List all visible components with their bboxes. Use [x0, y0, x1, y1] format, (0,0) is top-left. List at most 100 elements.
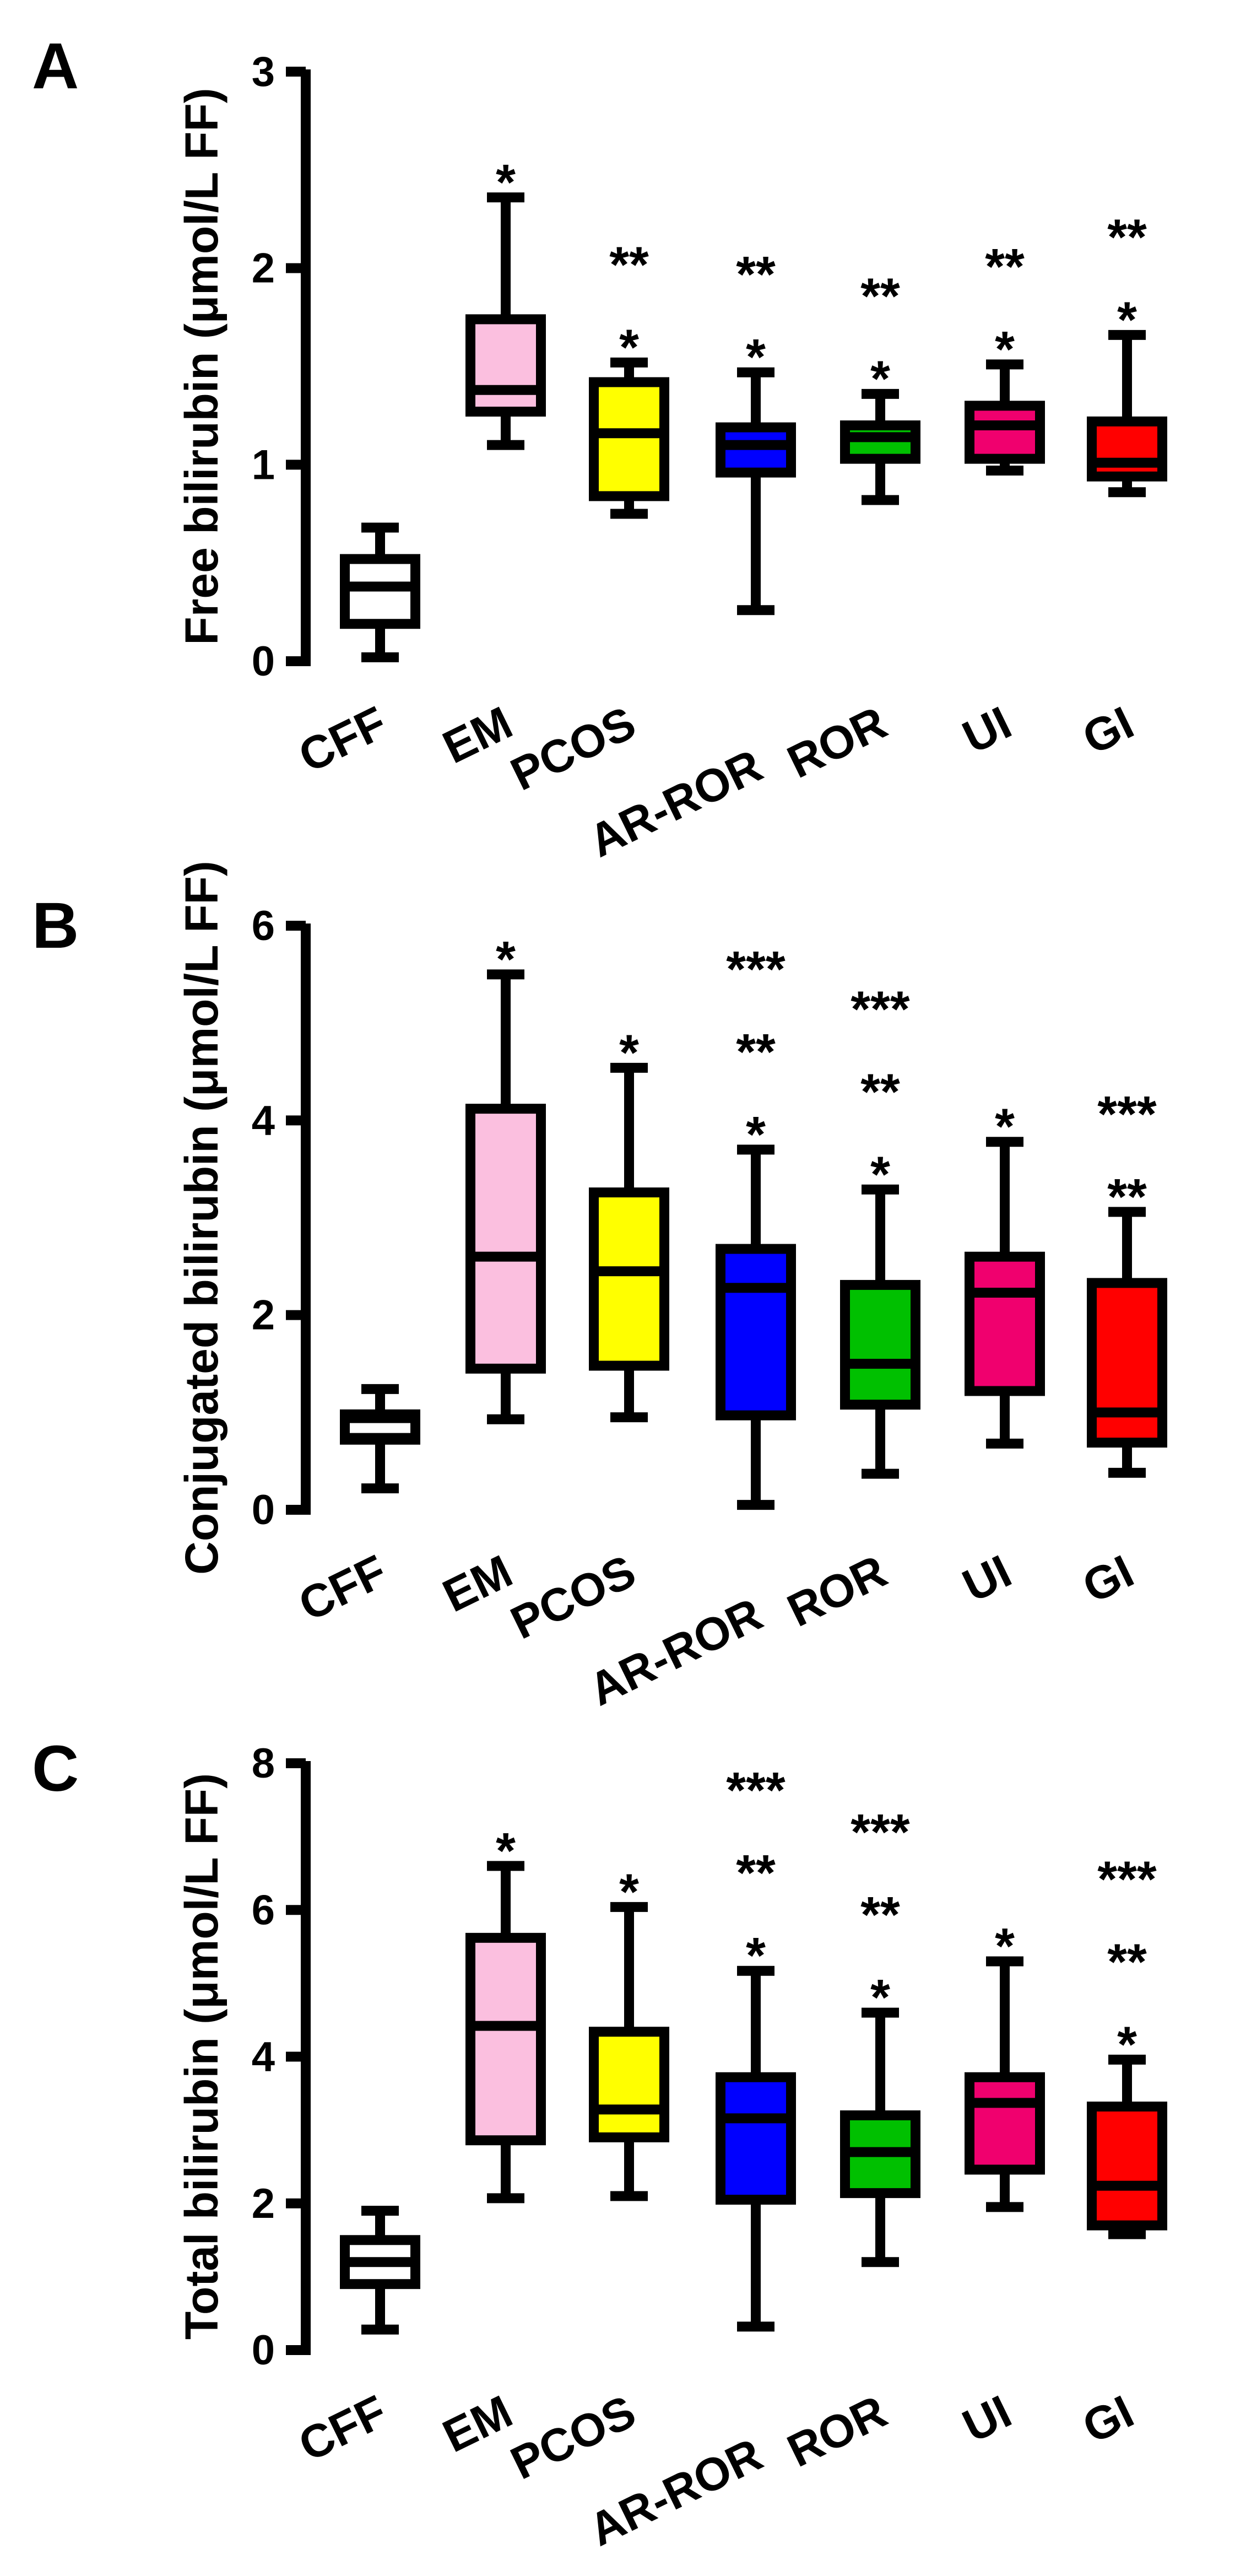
box-iqr	[840, 1279, 920, 1410]
significance-marker: *	[870, 1970, 890, 2026]
x-tick-label: ROR	[779, 696, 895, 788]
y-axis-label: Free bilirubin (μmol/L FF)	[176, 88, 228, 645]
y-tick-label: 0	[252, 2327, 275, 2374]
x-tick-label: PCOS	[503, 1545, 643, 1649]
significance-marker: ***	[1097, 1851, 1157, 1908]
significance-marker: **	[736, 1845, 776, 1902]
y-tick-label: 4	[252, 2034, 275, 2081]
box-iqr	[716, 1244, 796, 1421]
y-tick-label: 3	[252, 48, 275, 95]
significance-marker: **	[736, 247, 776, 303]
significance-marker: ***	[1097, 1086, 1157, 1142]
significance-marker: **	[860, 268, 900, 325]
x-tick-label: CFF	[291, 2385, 394, 2471]
y-tick-label: 8	[252, 1740, 275, 1787]
significance-marker: *	[870, 1147, 890, 1203]
significance-marker: **	[985, 239, 1025, 295]
box-iqr	[589, 1187, 669, 1371]
box-em: *	[465, 931, 546, 1424]
x-tick-label: CFF	[291, 696, 394, 782]
y-tick-label: 6	[252, 903, 275, 949]
x-tick-label: GI	[1075, 696, 1141, 764]
box-em: *	[465, 1823, 546, 2204]
y-axis-label: Conjugated bilirubin (μmol/L FF)	[176, 861, 228, 1575]
significance-marker: *	[1117, 2017, 1137, 2073]
box-gi: ******	[1087, 1851, 1167, 2239]
x-tick-label: GI	[1075, 2385, 1141, 2453]
significance-marker: ***	[851, 1805, 910, 1861]
y-tick-label: 0	[252, 1487, 275, 1533]
box-iqr	[465, 1104, 546, 1374]
significance-marker: *	[1117, 292, 1137, 348]
box-cff	[340, 1384, 420, 1494]
panel-letter: C	[32, 1732, 79, 1805]
box-iqr	[716, 2072, 796, 2205]
box-ui: *	[965, 1099, 1045, 1449]
significance-marker: *	[746, 330, 766, 386]
box-iqr	[1087, 2102, 1167, 2231]
significance-marker: *	[619, 1025, 639, 1081]
y-tick-label: 2	[252, 2180, 275, 2227]
box-iqr	[1087, 1278, 1167, 1448]
significance-marker: **	[736, 1024, 776, 1080]
box-iqr	[965, 2072, 1045, 2175]
significance-marker: **	[1107, 1169, 1147, 1225]
box-gi: ***	[1087, 209, 1167, 498]
significance-marker: ***	[726, 941, 786, 997]
significance-marker: *	[870, 351, 890, 407]
box-pcos: *	[589, 1864, 669, 2201]
y-tick-label: 6	[252, 1887, 275, 1934]
box-iqr	[465, 314, 546, 417]
significance-marker: *	[619, 1864, 639, 1920]
box-iqr	[589, 2027, 669, 2142]
box-ror: ***	[840, 268, 920, 505]
y-axis-label: Total bilirubin (μmol/L FF)	[176, 1773, 228, 2340]
significance-marker: **	[1107, 1934, 1147, 1990]
box-ar-ror: ***	[716, 247, 796, 615]
box-ar-ror: ******	[716, 1763, 796, 2332]
box-gi: *****	[1087, 1086, 1167, 1478]
panel-letter: B	[32, 889, 79, 962]
significance-marker: **	[860, 1887, 900, 1943]
panel-b: B Conjugated bilirubin (μmol/L FF) 0 2 4 6 CFF…	[32, 861, 1167, 1715]
box-pcos: ***	[589, 237, 669, 519]
significance-marker: *	[995, 1918, 1015, 1974]
box-ror: ******	[840, 1805, 920, 2267]
box-iqr	[1087, 416, 1167, 482]
x-tick-label: PCOS	[503, 696, 643, 801]
x-tick-label: UI	[955, 1545, 1019, 1612]
y-tick-label: 4	[252, 1097, 275, 1144]
box-iqr	[965, 1251, 1045, 1396]
x-tick-label: UI	[955, 696, 1019, 763]
box-cff	[340, 522, 420, 662]
x-tick-label: UI	[955, 2385, 1019, 2452]
significance-marker: **	[1107, 209, 1147, 266]
box-ui: *	[965, 1918, 1045, 2212]
x-tick-label: CFF	[291, 1545, 394, 1631]
box-iqr	[465, 1932, 546, 2146]
box-ar-ror: ******	[716, 941, 796, 1510]
significance-marker: **	[860, 1064, 900, 1120]
significance-marker: *	[995, 321, 1015, 377]
box-em: *	[465, 154, 546, 450]
significance-marker: *	[496, 1823, 516, 1879]
box-ui: ***	[965, 239, 1045, 476]
box-cff	[340, 2206, 420, 2335]
significance-marker: **	[609, 237, 649, 293]
significance-marker: *	[746, 1106, 766, 1163]
box-ror: ******	[840, 981, 920, 1479]
x-tick-label: GI	[1075, 1545, 1141, 1613]
significance-marker: *	[746, 1928, 766, 1984]
y-tick-label: 1	[252, 441, 275, 488]
significance-marker: ***	[726, 1763, 786, 1819]
significance-marker: *	[496, 931, 516, 987]
x-tick-label: PCOS	[503, 2385, 643, 2489]
box-iqr	[589, 377, 669, 501]
significance-marker: *	[619, 320, 639, 376]
y-tick-label: 2	[252, 1292, 275, 1339]
box-pcos: *	[589, 1025, 669, 1423]
significance-marker: *	[995, 1099, 1015, 1155]
panel-letter: A	[32, 30, 79, 102]
